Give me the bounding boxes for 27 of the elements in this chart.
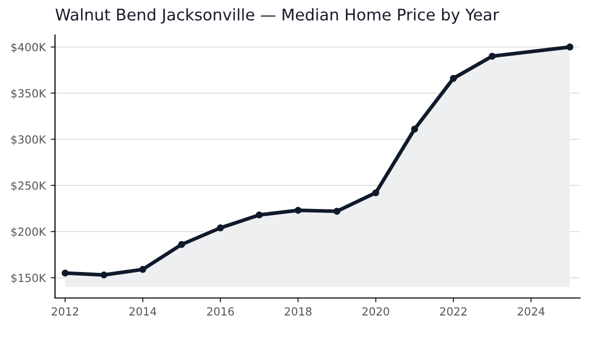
point [411, 126, 418, 133]
x-tick-label: 2020 [362, 307, 390, 316]
x-tick-label: 2018 [284, 307, 312, 316]
x-tick-label: 2016 [207, 307, 234, 316]
x-tick-label: 2012 [52, 307, 78, 316]
point [100, 271, 108, 278]
point [566, 44, 574, 50]
x-tick-label: 2014 [129, 307, 156, 316]
point [178, 241, 186, 248]
chart-title: Walnut Bend Jacksonville — Median Home Price by Year [56, 8, 500, 24]
y-tick-label: $350K [11, 88, 46, 99]
point [216, 224, 224, 232]
x-tick-label: 2024 [518, 307, 545, 316]
point [450, 74, 457, 82]
point [294, 206, 302, 214]
x-tick-label: 2022 [440, 307, 466, 316]
point [62, 270, 69, 277]
point [372, 189, 380, 196]
point [488, 52, 496, 60]
y-tick-label: $250K [11, 181, 46, 192]
y-tick-label: $150K [11, 273, 46, 284]
y-tick-label: $400K [11, 42, 46, 53]
point [139, 266, 146, 273]
point [256, 211, 263, 218]
point [333, 208, 340, 215]
y-tick-label: $300K [11, 135, 46, 146]
y-tick-label: $200K [11, 227, 46, 238]
